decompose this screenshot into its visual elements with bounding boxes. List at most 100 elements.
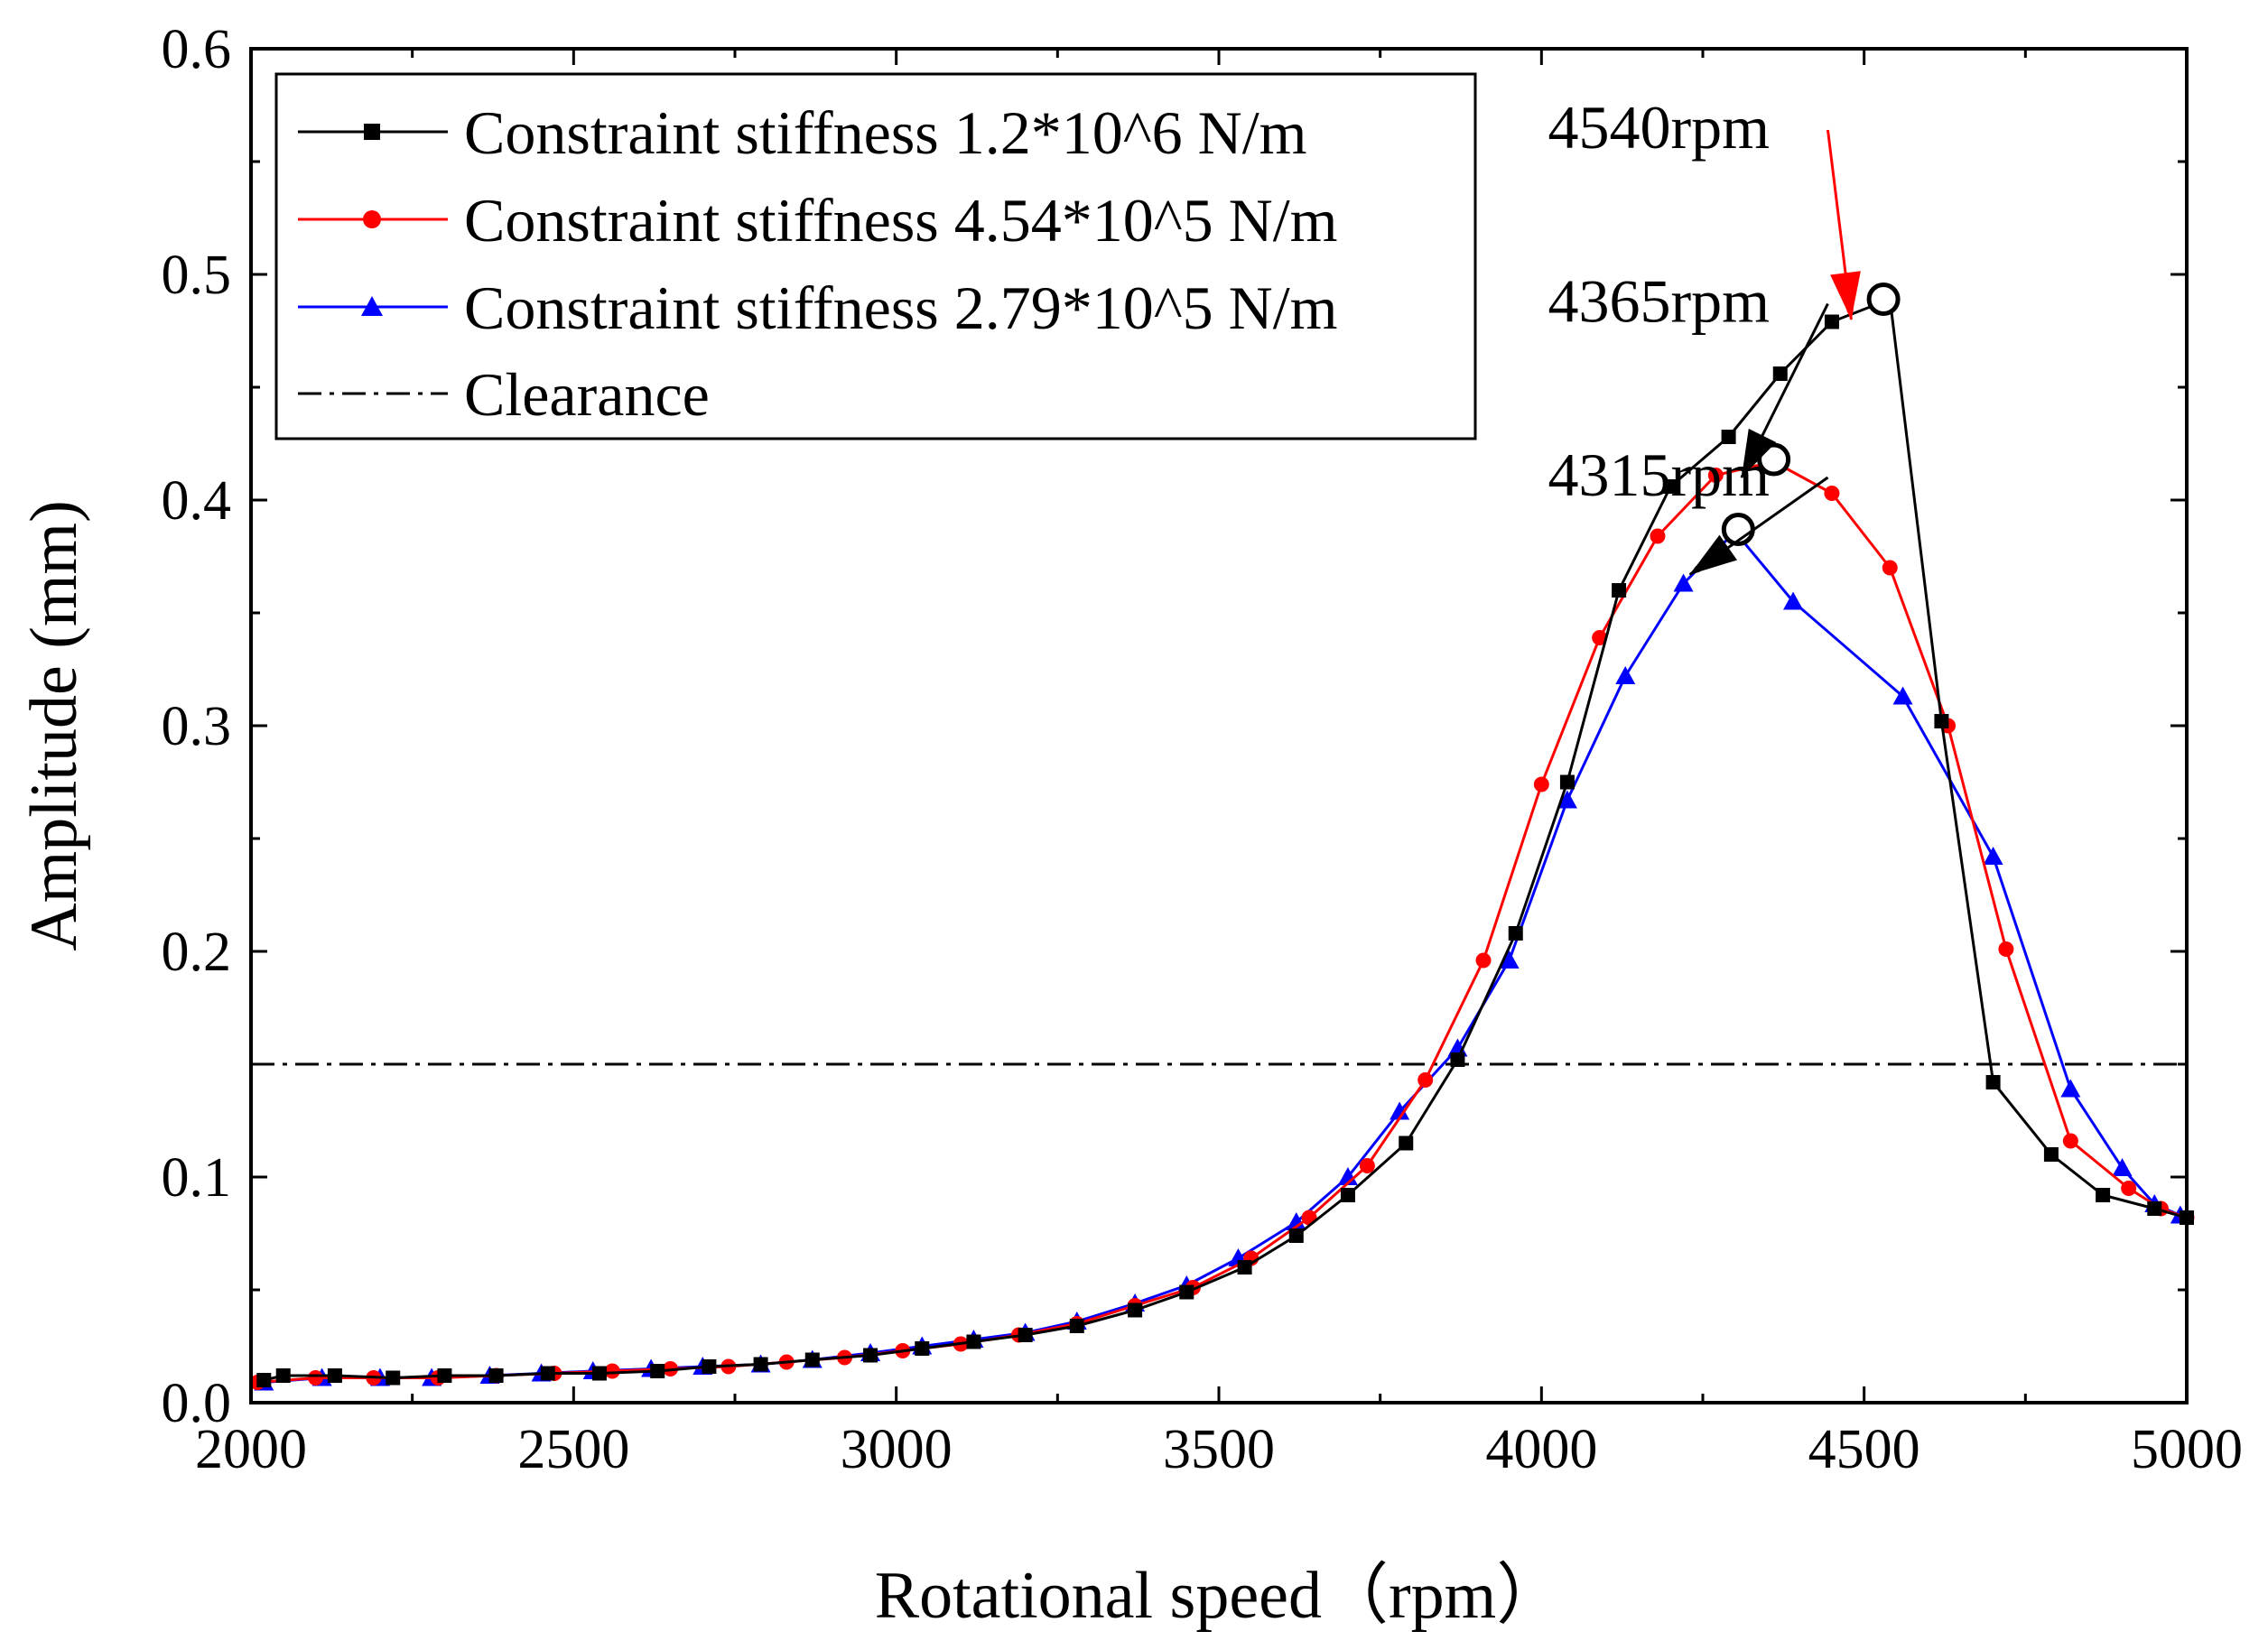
data-point (1983, 847, 2003, 865)
data-point (1450, 1052, 1465, 1067)
y-tick-label: 0.6 (162, 19, 232, 80)
data-point (2096, 1188, 2111, 1202)
data-point (753, 1357, 768, 1372)
data-point (863, 1348, 878, 1363)
data-point (915, 1341, 930, 1356)
data-point (1557, 790, 1577, 809)
data-point (804, 1352, 820, 1367)
annotation-label: 4315rpm (1548, 440, 1770, 509)
legend-marker-series-1 (364, 124, 380, 140)
data-point (1998, 941, 2014, 957)
y-tick-label: 0.3 (162, 696, 232, 757)
data-point (1673, 573, 1694, 592)
data-point (1418, 1072, 1434, 1088)
x-axis-title: Rotational speed（rpm） (875, 1559, 1563, 1633)
data-point (1286, 1212, 1306, 1230)
legend-label-series-2: Constraint stiffness 4.54*10^5 N/m (464, 186, 1338, 255)
data-point (1499, 950, 1520, 969)
series-3 (254, 522, 2190, 1391)
data-point (386, 1370, 401, 1386)
data-point (1934, 714, 1949, 728)
data-point (1390, 1101, 1410, 1120)
series-line (264, 530, 2181, 1384)
series-group (249, 292, 2195, 1391)
axis-ticks: 2000 2500 3000 3500 4000 4500 5000 0.0 0.1 0.2 0.3… (162, 19, 2244, 1480)
data-point (650, 1364, 665, 1378)
legend-box (274, 72, 1477, 440)
data-point (1615, 666, 1636, 684)
peak-marker (1866, 283, 1901, 316)
data-point (1824, 314, 1839, 329)
series-line (263, 298, 2188, 1382)
data-point (966, 1334, 981, 1349)
series-2 (249, 454, 2195, 1390)
data-point (1559, 774, 1575, 790)
series-1 (256, 292, 2194, 1387)
annotation-arrowhead (1741, 428, 1777, 477)
y-axis-title: Amplitude (mm) (17, 500, 91, 950)
x-tick-label: 2000 (195, 1419, 307, 1480)
x-tick-label: 2500 (517, 1419, 629, 1480)
annotation-label: 4540rpm (1548, 93, 1770, 162)
plot-frame (249, 47, 2189, 1404)
data-point (702, 1359, 717, 1374)
data-point (1340, 1188, 1355, 1202)
data-point (1359, 1158, 1375, 1173)
peak-markers (1721, 283, 1901, 546)
data-point (1592, 630, 1608, 645)
data-point (1985, 1075, 2001, 1089)
data-point (1237, 1260, 1252, 1275)
data-point (1337, 1167, 1358, 1185)
legend-label-series-1: Constraint stiffness 1.2*10^6 N/m (464, 98, 1307, 167)
y-tick-label: 0.2 (162, 922, 232, 983)
data-point (1128, 1302, 1143, 1318)
data-point (275, 1368, 291, 1383)
data-point (1533, 776, 1549, 793)
annotation-label: 4365rpm (1548, 267, 1770, 336)
legend-label-clearance: Clearance (464, 360, 710, 429)
x-tick-label: 4000 (1485, 1419, 1597, 1480)
data-point (1783, 591, 1804, 610)
data-point (2062, 1133, 2078, 1149)
legend-marker-series-2 (363, 210, 381, 228)
series-line (256, 460, 2188, 1384)
data-point (1663, 479, 1678, 494)
data-point (1882, 560, 1898, 576)
x-tick-label: 3500 (1163, 1419, 1275, 1480)
y-tick-label: 0.5 (162, 245, 232, 306)
annotation-arrowhead (1830, 271, 1861, 320)
data-point (256, 1373, 272, 1387)
data-point (2060, 1079, 2081, 1098)
data-point (591, 1366, 607, 1381)
x-tick-label: 3000 (841, 1419, 953, 1480)
y-tick-label: 0.1 (162, 1147, 232, 1209)
annotation-arrowhead (1689, 534, 1738, 575)
data-point (1892, 686, 1913, 705)
data-point (540, 1366, 555, 1381)
x-tick-label: 4500 (1808, 1419, 1920, 1480)
data-point (1612, 583, 1627, 598)
data-point (1475, 952, 1492, 969)
y-tick-label: 0.0 (162, 1373, 232, 1434)
data-point (1824, 486, 1840, 501)
data-point (1288, 1228, 1304, 1243)
data-point (1399, 1136, 1414, 1151)
legend-marker-series-3 (361, 296, 383, 316)
legend: Constraint stiffness 1.2*10^6 N/m Constr… (274, 72, 1477, 440)
data-point (1772, 366, 1788, 381)
data-point (437, 1368, 452, 1383)
data-point (307, 1370, 323, 1386)
data-point (2112, 1158, 2133, 1176)
data-point (1721, 430, 1736, 444)
data-point (2043, 1147, 2059, 1162)
data-point (1508, 926, 1523, 941)
data-point (2147, 1201, 2162, 1216)
legend-label-series-3: Constraint stiffness 2.79*10^5 N/m (464, 273, 1338, 342)
annotations: 4540rpm 4365rpm 4315rpm (1548, 93, 1861, 576)
data-point (1069, 1319, 1084, 1333)
data-point (1179, 1284, 1194, 1300)
peak-marker (1757, 442, 1791, 477)
data-point (2121, 1181, 2137, 1196)
data-point (604, 1363, 620, 1379)
